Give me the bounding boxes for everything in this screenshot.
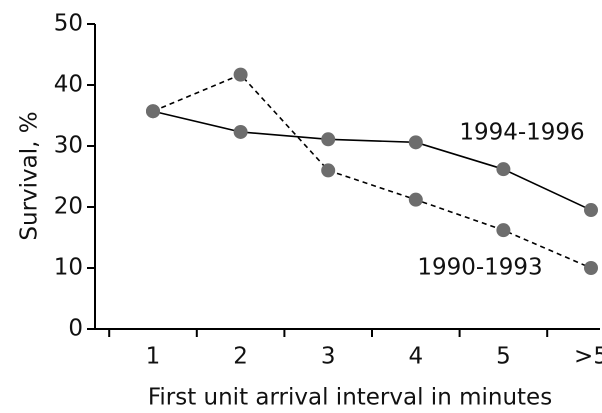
y-tick-label: 40 xyxy=(54,72,83,98)
y-tick-label: 10 xyxy=(54,255,83,281)
data-point xyxy=(496,162,511,177)
series-line xyxy=(152,110,592,211)
x-tick-label: >5 xyxy=(574,344,602,370)
y-tick-label: 50 xyxy=(54,11,83,37)
x-tick-label: 5 xyxy=(496,344,511,370)
y-tick-label: 30 xyxy=(54,133,83,159)
y-tick-label: 20 xyxy=(54,194,83,220)
data-point xyxy=(233,67,248,82)
y-axis-label: Survival, % xyxy=(17,111,43,240)
data-point xyxy=(233,124,248,139)
series-label: 1990-1993 xyxy=(417,255,542,281)
x-tick-label: 1 xyxy=(146,344,161,370)
data-point xyxy=(321,163,336,178)
data-point xyxy=(408,192,423,207)
data-point xyxy=(496,223,511,238)
data-point xyxy=(584,261,598,275)
x-tick-label: 2 xyxy=(233,344,248,370)
y-tick-label: 0 xyxy=(68,316,83,342)
data-point xyxy=(146,104,160,119)
x-tick-label: 4 xyxy=(408,344,423,370)
data-point xyxy=(584,203,598,218)
data-point xyxy=(321,132,336,147)
data-point xyxy=(408,135,423,150)
x-tick-label: 3 xyxy=(321,344,336,370)
series-label: 1994-1996 xyxy=(459,120,584,146)
x-axis-label: First unit arrival interval in minutes xyxy=(148,385,552,411)
series-line xyxy=(152,73,592,269)
